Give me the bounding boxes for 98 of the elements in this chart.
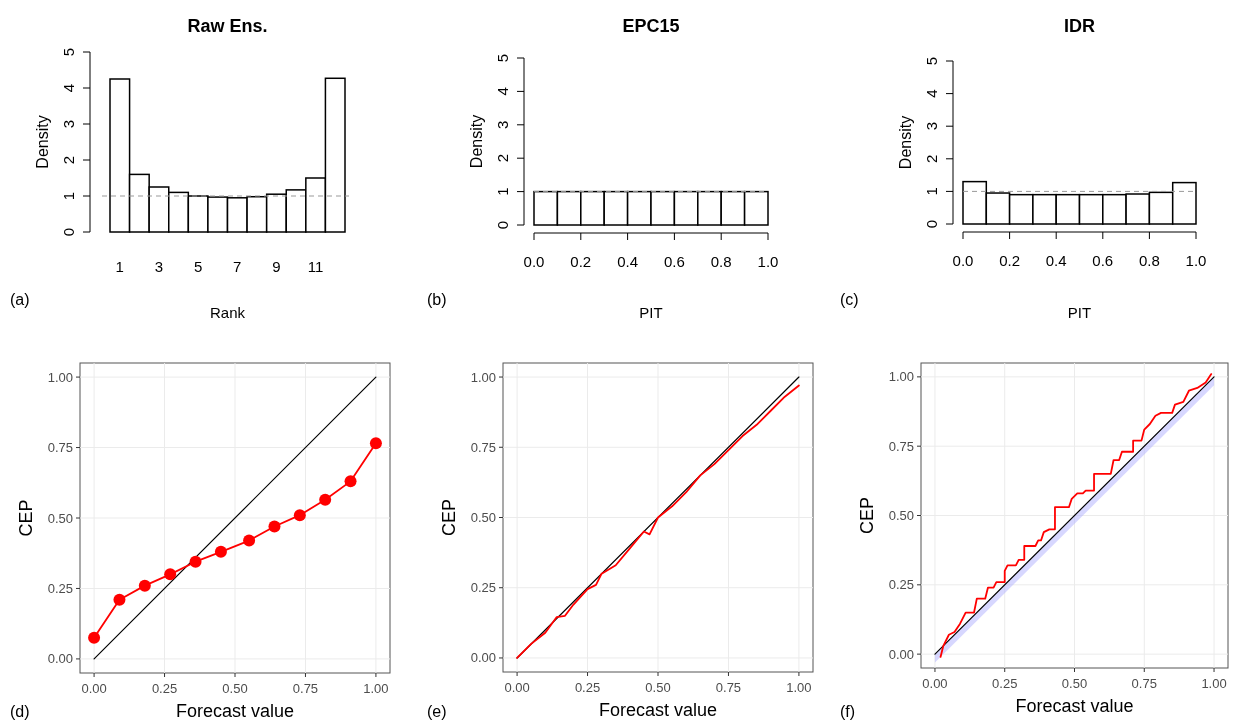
y-tick-label: 1 <box>494 187 511 196</box>
text: (d) <box>10 703 30 720</box>
x-tick-label: 9 <box>272 258 281 275</box>
x-tick-label: 0.0 <box>523 253 545 270</box>
y-tick-label: 3 <box>923 122 940 131</box>
point <box>214 545 227 558</box>
y-axis-title: Density <box>897 115 914 170</box>
x-tick-label: 0.75 <box>1131 676 1157 691</box>
x-tick-label: 0.25 <box>574 680 601 695</box>
y-tick-label: 2 <box>923 154 940 163</box>
x-tick-label: 11 <box>307 258 324 275</box>
x-tick-label: 0.00 <box>81 681 107 696</box>
y-tick-label: 0.00 <box>470 650 496 666</box>
text: (c) <box>840 291 859 308</box>
x-tick-label: 0.50 <box>222 681 248 696</box>
y-tick-label: 0.50 <box>470 510 496 525</box>
y-tick-label: 2 <box>494 154 511 163</box>
x-tick-label: 3 <box>154 258 164 275</box>
y-tick-label: 5 <box>923 56 940 66</box>
point <box>369 437 382 450</box>
x-tick-label: 0.8 <box>710 253 732 270</box>
y-tick-label: 0.25 <box>888 577 914 593</box>
y-tick-label: 4 <box>60 83 77 93</box>
x-tick-label: 1.00 <box>363 681 389 696</box>
y-tick-label: 5 <box>494 53 511 63</box>
x-tick-label: 0.50 <box>645 680 671 695</box>
point <box>113 593 126 606</box>
x-axis-title: Forecast value <box>175 701 295 721</box>
x-tick-label: 1.0 <box>757 253 779 270</box>
y-tick-label: 0.50 <box>888 508 914 523</box>
x-tick-label: 0.75 <box>292 681 319 696</box>
x-axis-title: Rank <box>209 304 246 321</box>
y-tick-label: 2 <box>60 155 77 165</box>
y-tick-label: 0.75 <box>470 439 496 455</box>
x-tick-label: 0.4 <box>617 253 639 270</box>
y-tick-label: 4 <box>494 87 511 96</box>
y-tick-label: 0.75 <box>47 440 73 456</box>
x-tick-label: 0.2 <box>570 253 592 270</box>
y-axis-title: Density <box>468 114 485 169</box>
point <box>138 579 151 592</box>
x-tick-label: 0.00 <box>504 680 530 695</box>
text: (e) <box>427 703 447 720</box>
y-axis-title: Density <box>34 115 51 169</box>
y-tick-label: 1 <box>60 191 77 201</box>
x-tick-label: 1.00 <box>1201 676 1227 691</box>
x-tick-label: 1.0 <box>1185 252 1207 269</box>
x-tick-label: 0.0 <box>952 252 974 269</box>
point <box>243 534 256 547</box>
y-tick-label: 1.00 <box>470 369 496 385</box>
x-axis-title: Forecast value <box>598 700 718 720</box>
chart-title: Raw Ens. <box>187 16 268 36</box>
y-tick-label: 0.25 <box>470 580 496 596</box>
y-tick-label: 3 <box>60 119 77 129</box>
y-tick-label: 1.00 <box>47 369 73 385</box>
y-tick-label: 0.50 <box>47 510 73 526</box>
text: (f) <box>840 703 856 720</box>
x-tick-label: 0.25 <box>992 676 1018 691</box>
y-tick-label: 0 <box>60 227 77 237</box>
x-tick-label: 0.6 <box>663 253 685 270</box>
y-tick-label: 5 <box>60 47 77 57</box>
x-tick-label: 1 <box>115 258 124 275</box>
x-tick-label: 0.25 <box>151 681 178 696</box>
point <box>268 520 281 533</box>
x-tick-label: 0.2 <box>999 252 1021 269</box>
y-tick-label: 1 <box>923 187 940 196</box>
x-tick-label: 5 <box>193 258 203 275</box>
x-tick-label: 0.75 <box>715 680 742 695</box>
x-axis-title: Forecast value <box>1015 696 1134 716</box>
y-tick-label: 3 <box>494 120 511 129</box>
x-tick-label: 0.4 <box>1045 252 1067 269</box>
y-tick-label: 0.25 <box>47 580 73 596</box>
text: (a) <box>10 291 30 308</box>
point <box>189 555 202 568</box>
x-tick-label: 0.50 <box>1061 676 1088 691</box>
point <box>88 631 101 644</box>
y-tick-label: 0 <box>923 219 940 229</box>
point <box>293 509 306 522</box>
y-tick-label: 1.00 <box>888 369 914 385</box>
y-tick-label: 0.75 <box>888 438 914 454</box>
text: (b) <box>427 291 447 308</box>
x-tick-label: 0.8 <box>1138 252 1160 269</box>
point <box>344 475 357 488</box>
y-axis-title: CEP <box>16 499 36 537</box>
y-tick-label: 4 <box>923 89 940 98</box>
x-axis-title: PIT <box>1067 304 1092 321</box>
y-tick-label: 0 <box>494 220 511 230</box>
y-tick-label: 0.00 <box>888 646 914 662</box>
y-axis-title: CEP <box>439 498 459 537</box>
x-tick-label: 1.00 <box>786 680 812 695</box>
y-tick-label: 0.00 <box>47 651 73 667</box>
chart-title: IDR <box>1064 16 1095 36</box>
x-axis-title: PIT <box>639 304 663 321</box>
y-axis-title: CEP <box>857 496 877 535</box>
chart-title: EPC15 <box>622 16 680 36</box>
point <box>164 568 177 581</box>
x-tick-label: 7 <box>233 258 242 275</box>
point <box>319 493 332 506</box>
x-tick-label: 0.6 <box>1092 252 1114 269</box>
